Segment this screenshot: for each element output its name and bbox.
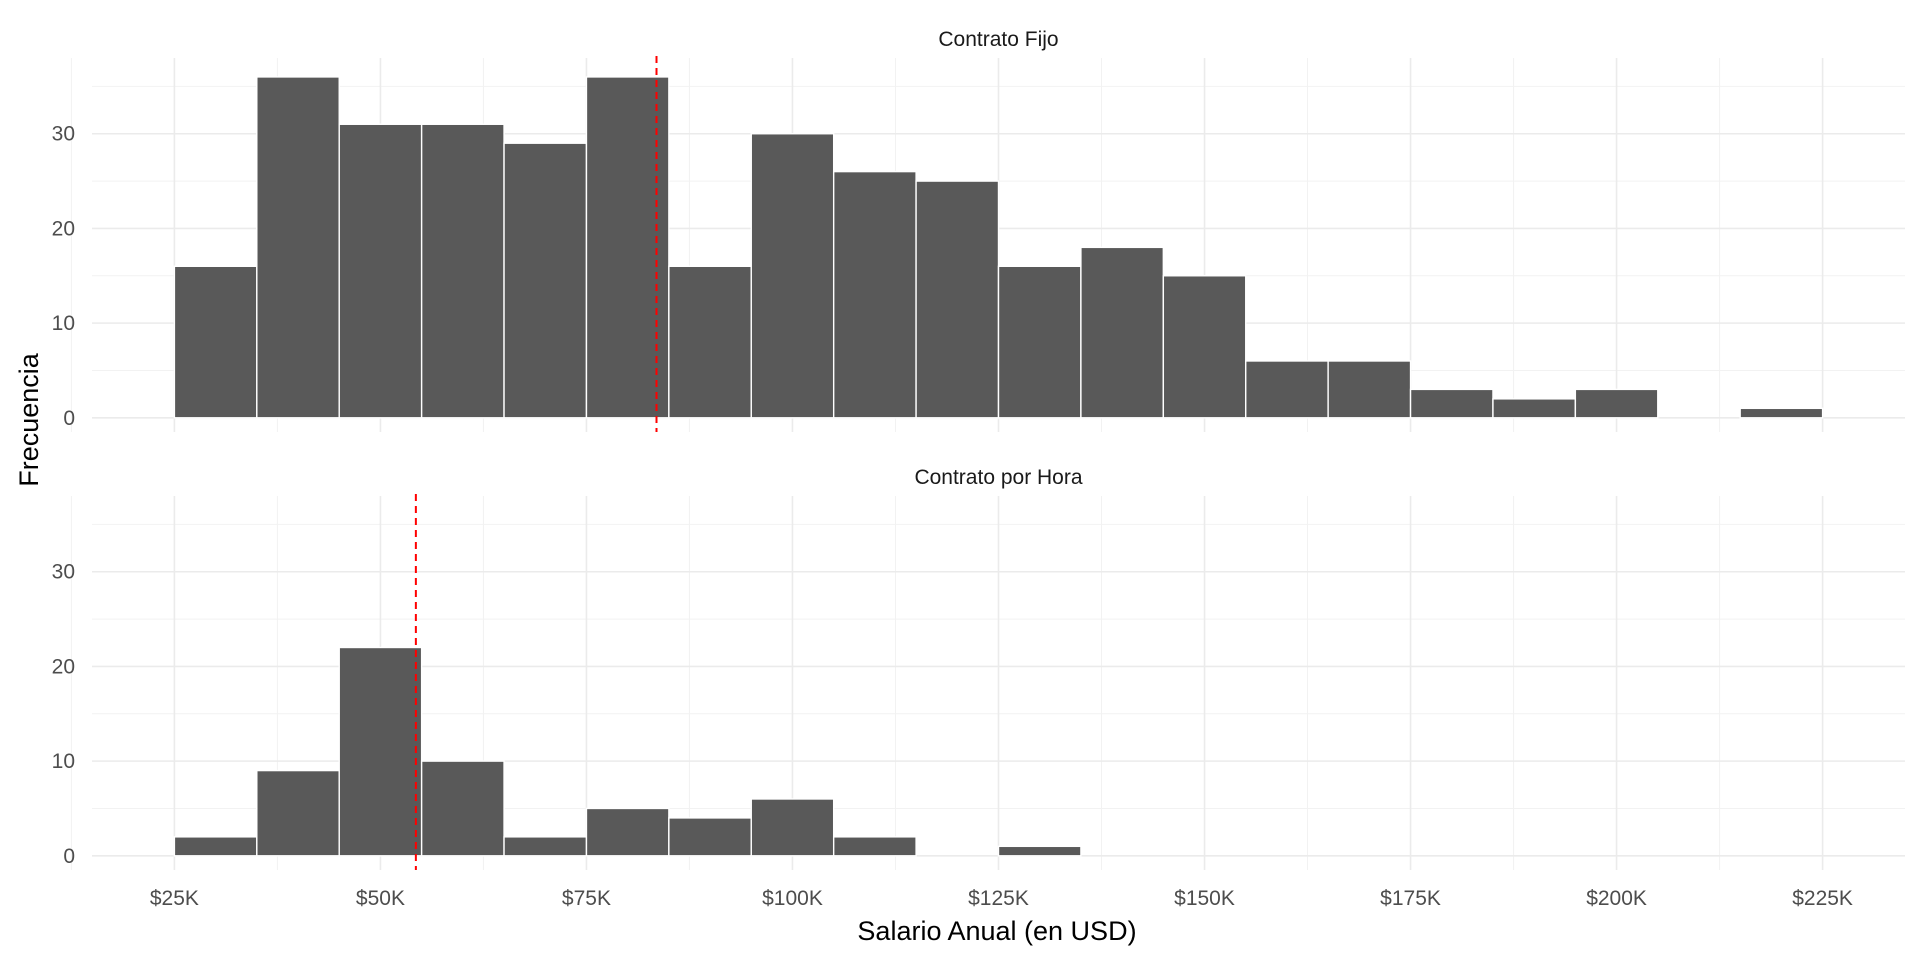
histogram-bar	[1409, 388, 1494, 419]
panel-2: 0 10 20 30 Contrato por Hora	[52, 466, 1905, 870]
histogram-bar	[256, 76, 340, 419]
y-tick-label: 10	[52, 312, 75, 335]
x-tick-label: $150K	[1174, 887, 1235, 910]
y-tick-label: 30	[52, 561, 75, 584]
y-tick-label: 20	[52, 217, 75, 240]
x-tick-label: $200K	[1586, 887, 1647, 910]
histogram-bar	[750, 133, 835, 419]
histogram-bar	[173, 265, 258, 419]
histogram-bar	[997, 265, 1082, 419]
histogram-bar	[997, 845, 1082, 857]
panel-1: 0 10 20 30 Contrato Fijo	[52, 28, 1905, 432]
histogram-bar	[1492, 398, 1577, 419]
histogram-bar	[1739, 407, 1824, 419]
x-tick-label: $125K	[968, 887, 1029, 910]
histogram-bar	[832, 170, 917, 419]
histogram-bar	[503, 836, 588, 857]
x-axis-title: Salario Anual (en USD)	[857, 916, 1136, 946]
panels-layer: 0 10 20 30 Contrato Fijo 0 10 20 30 Contrato por …	[52, 28, 1905, 870]
facet-strip-label: Contrato Fijo	[938, 28, 1058, 51]
histogram-bar	[668, 817, 752, 857]
histogram-bar	[750, 798, 835, 857]
y-tick-label: 30	[52, 123, 75, 146]
x-tick-label: $25K	[150, 887, 199, 910]
y-tick-label: 0	[63, 845, 75, 868]
y-axis-title: Frecuencia	[14, 352, 44, 487]
histogram-bar	[585, 807, 670, 857]
histogram-bar	[256, 769, 340, 857]
histogram-bar	[1574, 388, 1659, 419]
facet-strip-label: Contrato por Hora	[914, 466, 1082, 489]
histogram-bar	[420, 123, 505, 419]
y-tick-label: 10	[52, 750, 75, 773]
x-tick-label: $175K	[1380, 887, 1441, 910]
histogram-bar	[832, 836, 917, 857]
histogram-bar	[668, 265, 752, 419]
histogram-bar	[338, 646, 423, 857]
y-tick-label: 20	[52, 655, 75, 678]
histogram-bar	[915, 180, 1000, 419]
histogram-bar	[173, 836, 258, 857]
histogram-bar	[1080, 246, 1165, 419]
x-tick-label: $75K	[562, 887, 611, 910]
histogram-bar	[1162, 275, 1247, 419]
x-tick-label: $100K	[762, 887, 823, 910]
histogram-bar	[503, 142, 588, 419]
x-tick-label: $50K	[356, 887, 405, 910]
histogram-bar	[585, 76, 670, 419]
x-tick-label: $225K	[1792, 887, 1853, 910]
histogram-bar	[338, 123, 423, 419]
histogram-bar	[420, 760, 505, 857]
histogram-bar	[1327, 360, 1412, 419]
x-axis: $25K $50K $75K $100K $125K $150K $175K $200K $22…	[150, 887, 1853, 910]
y-tick-label: 0	[63, 407, 75, 430]
histogram-bar	[1245, 360, 1329, 419]
